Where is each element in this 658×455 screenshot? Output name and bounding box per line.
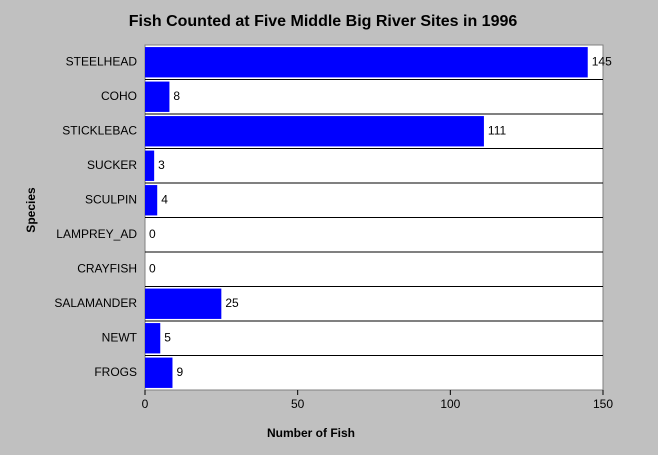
bar — [145, 81, 170, 112]
value-label: 9 — [176, 365, 183, 379]
value-label: 8 — [173, 89, 180, 103]
y-tick-label: NEWT — [102, 330, 138, 344]
y-tick-label: STICKLEBAC — [62, 123, 137, 137]
y-tick-label: STEELHEAD — [66, 54, 138, 68]
value-label: 5 — [164, 330, 171, 344]
y-tick-label: COHO — [101, 89, 137, 103]
bar — [145, 150, 155, 181]
y-tick-label: FROGS — [94, 365, 137, 379]
y-tick-label: SUCKER — [87, 158, 137, 172]
bar — [145, 185, 158, 216]
x-tick-label: 150 — [593, 397, 613, 411]
y-tick-label: SCULPIN — [85, 192, 137, 206]
value-label: 3 — [158, 158, 165, 172]
value-label: 145 — [592, 54, 612, 68]
x-tick-label: 0 — [142, 397, 149, 411]
bar — [145, 288, 222, 319]
bar — [145, 116, 484, 147]
x-tick-label: 100 — [440, 397, 460, 411]
bar — [145, 47, 588, 78]
bar — [145, 357, 173, 388]
value-label: 0 — [149, 227, 156, 241]
value-label: 0 — [149, 261, 156, 275]
value-label: 4 — [161, 192, 168, 206]
bar — [145, 323, 161, 354]
y-tick-label: LAMPREY_AD — [56, 227, 137, 241]
y-tick-label: SALAMANDER — [54, 296, 137, 310]
value-label: 25 — [225, 296, 239, 310]
x-tick-label: 50 — [291, 397, 305, 411]
x-axis-title: Number of Fish — [267, 426, 355, 440]
chart-title: Fish Counted at Five Middle Big River Si… — [129, 13, 518, 30]
y-axis-title: Species — [24, 187, 38, 233]
y-tick-label: CRAYFISH — [77, 261, 137, 275]
value-label: 111 — [488, 123, 507, 137]
